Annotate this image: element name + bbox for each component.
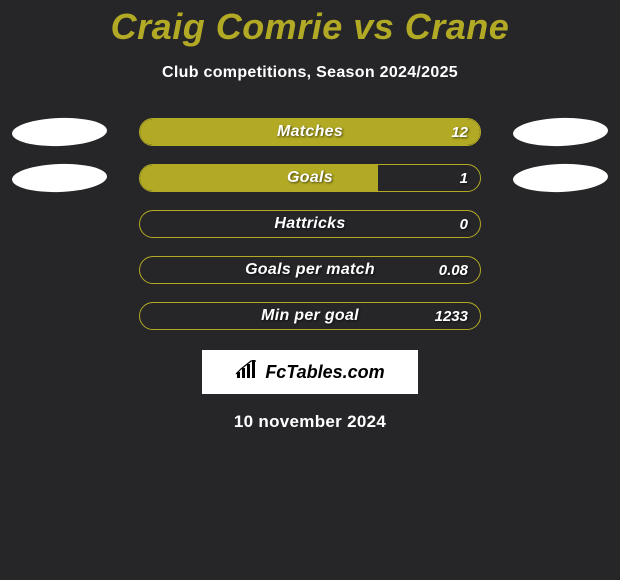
- stat-row: Hattricks0: [0, 210, 620, 238]
- bar-label: Min per goal: [140, 303, 480, 329]
- player-left-marker: [12, 162, 108, 193]
- player-right-marker: [513, 162, 609, 193]
- subtitle: Club competitions, Season 2024/2025: [0, 64, 620, 82]
- bar-track: Hattricks0: [139, 210, 481, 238]
- bar-value: 12: [451, 119, 468, 145]
- bar-label: Matches: [140, 119, 480, 145]
- bar-label: Goals per match: [140, 257, 480, 283]
- bar-value: 1: [460, 165, 468, 191]
- date-label: 10 november 2024: [0, 412, 620, 432]
- bar-value: 0.08: [439, 257, 468, 283]
- player-right-marker: [513, 116, 609, 147]
- comparison-bars: Matches12 Goals1 Hattricks0 Goals per match…: [0, 118, 620, 330]
- logo-box: FcTables.com: [202, 350, 418, 394]
- player-left-marker: [12, 116, 108, 147]
- bar-track: Min per goal1233: [139, 302, 481, 330]
- bar-value: 1233: [435, 303, 468, 329]
- bar-track: Goals1: [139, 164, 481, 192]
- stat-row: Matches12: [0, 118, 620, 146]
- chart-bars-icon: [235, 360, 261, 385]
- bar-label: Hattricks: [140, 211, 480, 237]
- bar-track: Matches12: [139, 118, 481, 146]
- stat-row: Goals1: [0, 164, 620, 192]
- stat-row: Goals per match0.08: [0, 256, 620, 284]
- bar-track: Goals per match0.08: [139, 256, 481, 284]
- bar-label: Goals: [140, 165, 480, 191]
- page-title: Craig Comrie vs Crane: [0, 0, 620, 48]
- stat-row: Min per goal1233: [0, 302, 620, 330]
- bar-value: 0: [460, 211, 468, 237]
- logo-text: FcTables.com: [265, 362, 384, 383]
